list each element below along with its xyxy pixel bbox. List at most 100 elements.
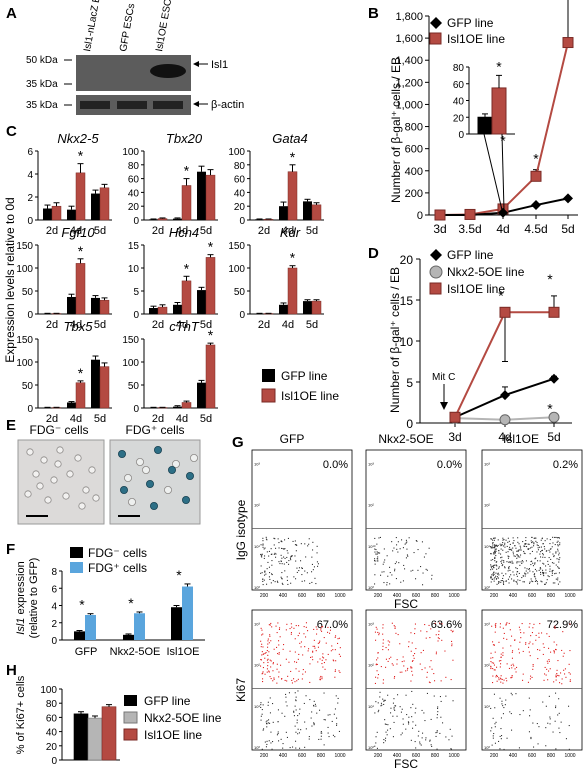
flow-event [275,553,277,555]
flow-event [549,716,551,718]
flow-event [498,550,500,552]
flow-event [306,572,308,574]
flow-event [511,729,513,731]
flow-event [388,644,390,646]
flow-event [511,549,513,551]
flow-event [494,553,496,555]
flow-event [516,666,518,668]
bar-gfp [43,208,52,220]
flow-event [542,553,544,555]
flow-percent: 67.0% [317,619,348,631]
flow-event [503,637,505,639]
flow-event [377,556,379,558]
flow-event [430,660,432,662]
flow-event [310,656,312,658]
actin-band-2 [117,101,147,109]
flow-event [301,580,303,582]
flow-event [309,582,311,584]
subplot-title: cTnT [169,319,200,334]
flow-event [441,623,443,625]
b-ytick-label: 1,000 [395,99,423,111]
flow-event [412,655,414,657]
flow-event [548,659,550,661]
flow-event [560,672,562,674]
flow-event [535,557,537,559]
flow-event [332,659,334,661]
flow-event [313,724,315,726]
flow-event [531,632,533,634]
flow-ytick-label: 10¹ [368,704,374,709]
flow-event [312,645,314,647]
flow-event [513,574,515,576]
flow-event [296,571,298,573]
flow-event [494,707,496,709]
flow-event [313,722,315,724]
subplot-ytick-label: 100 [228,147,245,158]
flow-event [431,574,433,576]
flow-event [551,546,553,548]
flow-event [450,679,452,681]
flow-event [490,666,492,668]
flow-event [334,669,336,671]
flow-event [554,625,556,627]
flow-event [539,649,541,651]
flow-event [519,579,521,581]
flow-event [268,624,270,626]
flow-event [375,549,377,551]
flow-event [568,748,570,750]
flow-event [337,702,339,704]
flow-event [558,712,560,714]
flow-event [552,553,554,555]
flow-event [278,676,280,678]
legend-h-gfp-swatch [124,695,137,706]
flow-event [268,719,270,721]
flow-percent: 0.0% [437,459,462,471]
flow-event [287,583,289,585]
flow-event [380,574,382,576]
flow-event [274,538,276,540]
flow-event [518,561,520,563]
flow-event [558,572,560,574]
flow-event [270,660,272,662]
flow-event [493,544,495,546]
flow-event [376,558,378,560]
flow-event [551,571,553,573]
fdg-neg-cell [32,470,40,478]
legend-isl1-marker [429,32,442,45]
flow-xtick-label: 1000 [334,753,345,759]
subplot-star: * [78,243,84,259]
flow-event [520,547,522,549]
flow-event [421,737,423,739]
flow-event [317,565,319,567]
flow-event [305,556,307,558]
flow-event [493,566,495,568]
flow-event [263,557,265,559]
flow-event [303,702,305,704]
flow-event [494,564,496,566]
flow-event [544,673,546,675]
flow-event [535,639,537,641]
flow-event [500,545,502,547]
flow-event [437,640,439,642]
flow-event [494,549,496,551]
flow-event [291,555,293,557]
f-ytick-label: 8 [51,567,57,578]
flow-event [502,627,504,629]
flow-event [529,655,531,657]
flow-event [500,678,502,680]
flow-event [332,649,334,651]
flow-event [557,583,559,585]
d-ytick-label: 5 [406,376,413,390]
panel-a: A Isl1-nLacZ ESCs GFP ESCs Isl1OE ESCs 5… [6,0,244,115]
flow-event [529,581,531,583]
f-bar-pos [134,613,145,640]
flow-event [450,748,452,750]
legend-gfp-label: GFP line [447,16,494,30]
flow-event [555,536,557,538]
subplot-ytick-label: 50 [22,381,34,392]
flow-event [521,560,523,562]
flow-event [528,651,530,653]
